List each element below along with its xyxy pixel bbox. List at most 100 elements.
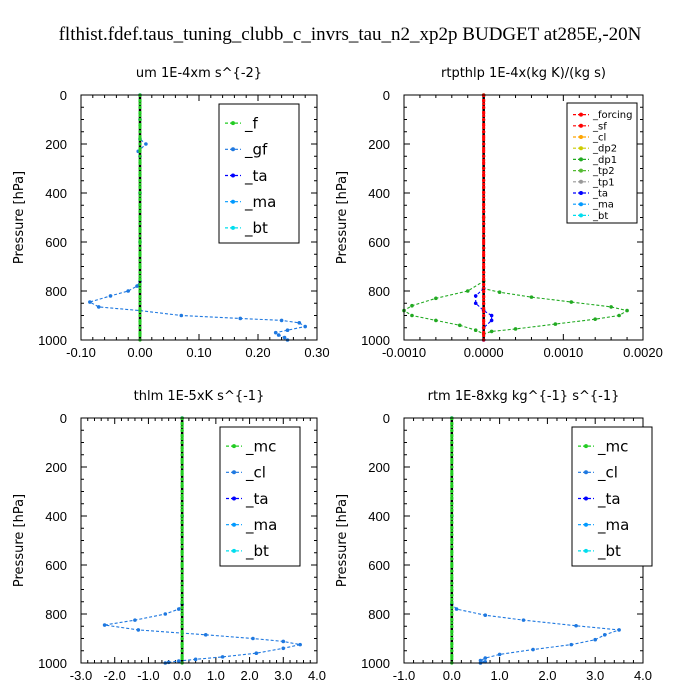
data-point xyxy=(482,307,486,311)
data-point xyxy=(138,197,142,201)
legend-label: _tp2 xyxy=(592,166,615,177)
data-point xyxy=(617,313,621,318)
data-point xyxy=(279,318,284,323)
legend-marker xyxy=(231,173,235,178)
legend-label: _ta xyxy=(592,189,608,200)
data-point xyxy=(138,313,142,318)
data-point xyxy=(180,563,184,567)
data-point xyxy=(609,305,613,309)
legend-marker xyxy=(579,168,583,173)
data-point xyxy=(138,179,142,183)
data-point xyxy=(482,271,486,275)
data-point xyxy=(297,321,302,325)
y-tick-label: 200 xyxy=(45,137,67,152)
data-point xyxy=(482,240,486,244)
data-point xyxy=(138,258,142,262)
data-point xyxy=(450,465,454,469)
data-point xyxy=(450,520,454,524)
x-tick-label: 0.0 xyxy=(173,668,191,683)
data-point xyxy=(482,234,486,238)
x-tick-label: 3.0 xyxy=(586,668,604,683)
y-tick-label: 400 xyxy=(368,509,390,524)
legend-label: _ta xyxy=(244,167,268,186)
data-point xyxy=(450,428,454,432)
legend-marker xyxy=(579,213,583,218)
data-point xyxy=(450,575,454,579)
data-point xyxy=(138,142,142,146)
data-point xyxy=(450,532,454,536)
data-point xyxy=(180,655,184,659)
legend-marker xyxy=(232,548,236,553)
data-point xyxy=(482,179,486,183)
data-point xyxy=(138,130,142,134)
x-tick-label: 0.30 xyxy=(304,345,329,360)
data-point xyxy=(450,471,454,475)
data-point xyxy=(482,283,486,287)
data-point xyxy=(465,289,470,293)
legend-marker xyxy=(584,444,588,449)
data-point xyxy=(482,99,486,103)
y-tick-label: 1000 xyxy=(361,333,390,348)
legend-label: _ma xyxy=(592,200,614,211)
data-point xyxy=(180,532,184,536)
x-tick-label: -2.0 xyxy=(104,668,126,683)
data-point xyxy=(450,643,454,647)
data-point xyxy=(553,322,558,326)
data-point xyxy=(450,477,454,481)
data-point xyxy=(450,459,454,463)
data-point xyxy=(180,624,184,628)
legend-label: _gf xyxy=(244,141,268,160)
y-tick-label: 800 xyxy=(45,284,67,299)
data-point xyxy=(180,526,184,530)
panel-title: um 1E-4xm s^{-2} xyxy=(136,66,262,81)
data-point xyxy=(450,422,454,426)
data-point xyxy=(180,581,184,585)
data-point xyxy=(482,117,486,122)
data-point xyxy=(138,166,142,171)
y-tick-label: 200 xyxy=(368,460,390,475)
data-point xyxy=(166,660,171,665)
legend-label: _ma xyxy=(244,193,276,212)
data-point xyxy=(281,639,286,644)
y-tick-label: 400 xyxy=(45,509,67,524)
y-axis-label: Pressure [hPa] xyxy=(335,171,350,264)
y-tick-label: 0 xyxy=(60,411,67,426)
data-point xyxy=(482,301,486,305)
data-point xyxy=(138,332,142,336)
data-point xyxy=(450,655,454,659)
data-point xyxy=(138,307,142,311)
data-point xyxy=(180,587,184,592)
x-tick-label: 0.20 xyxy=(245,345,270,360)
panel-title: rtm 1E-8xkg kg^{-1} s^{-1} xyxy=(428,389,620,404)
data-point xyxy=(450,606,454,610)
data-point xyxy=(450,545,454,549)
y-tick-label: 0 xyxy=(60,88,67,103)
data-point xyxy=(138,301,142,305)
data-point xyxy=(179,313,184,318)
data-point xyxy=(180,594,184,598)
data-point xyxy=(180,557,184,561)
data-point xyxy=(285,328,290,333)
data-point xyxy=(180,465,184,469)
data-point xyxy=(489,329,494,334)
data-point xyxy=(450,649,454,653)
legend-marker xyxy=(584,522,588,527)
legend-marker xyxy=(232,522,236,527)
data-point xyxy=(457,323,462,328)
data-point xyxy=(593,317,597,321)
legend-label: _ma xyxy=(245,516,277,535)
legend-label: _sf xyxy=(592,121,607,132)
data-point xyxy=(254,651,259,655)
data-point xyxy=(482,246,486,250)
chart-panel: um 1E-4xm s^{-2} Pressure [hPa] -0.10 0.00 0… xyxy=(12,66,330,360)
legend-label: _dp1 xyxy=(592,155,617,166)
data-point xyxy=(276,333,281,337)
legend-marker xyxy=(579,135,583,139)
data-point xyxy=(450,526,454,530)
data-point xyxy=(482,277,486,281)
legend-marker xyxy=(579,123,583,128)
x-tick-label: -0.10 xyxy=(66,345,96,360)
data-point xyxy=(482,326,486,330)
y-tick-label: 1000 xyxy=(38,656,67,671)
legend-marker xyxy=(579,202,583,207)
